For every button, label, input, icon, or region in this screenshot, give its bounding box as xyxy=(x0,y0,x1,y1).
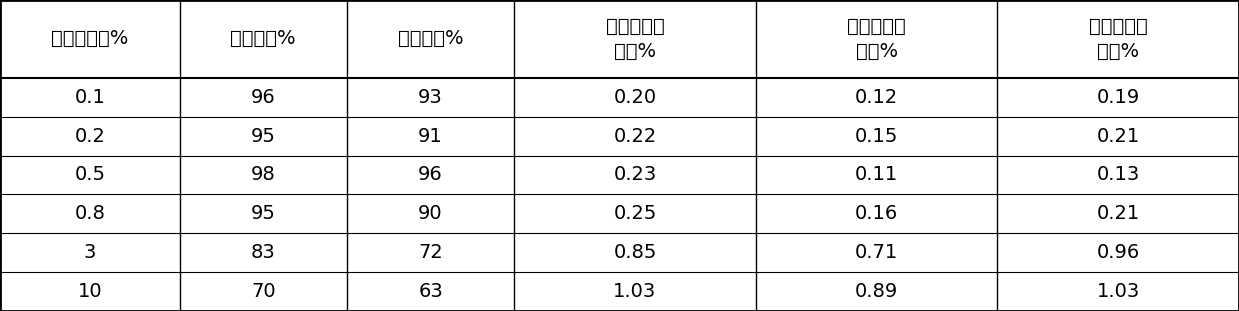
Text: 0.85: 0.85 xyxy=(613,243,657,262)
Text: 1.03: 1.03 xyxy=(1097,282,1140,301)
Text: 0.21: 0.21 xyxy=(1097,204,1140,223)
Text: 0.21: 0.21 xyxy=(1097,127,1140,146)
Text: 0.11: 0.11 xyxy=(855,165,898,184)
Text: 95: 95 xyxy=(250,127,276,146)
Text: 98: 98 xyxy=(252,165,275,184)
Text: 0.12: 0.12 xyxy=(855,88,898,107)
Text: 0.8: 0.8 xyxy=(74,204,105,223)
Text: 10: 10 xyxy=(78,282,102,301)
Text: 0.15: 0.15 xyxy=(855,127,898,146)
Text: 药液浓度，%: 药液浓度，% xyxy=(51,29,129,49)
Text: 0.16: 0.16 xyxy=(855,204,898,223)
Text: 0.25: 0.25 xyxy=(613,204,657,223)
Text: 0.2: 0.2 xyxy=(74,127,105,146)
Text: 83: 83 xyxy=(252,243,275,262)
Text: 95: 95 xyxy=(250,204,276,223)
Text: 生根率，%: 生根率，% xyxy=(230,29,296,49)
Text: 90: 90 xyxy=(419,204,442,223)
Text: 0.20: 0.20 xyxy=(613,88,657,107)
Text: 0.23: 0.23 xyxy=(613,165,657,184)
Text: 大蚜虫发病
率，%: 大蚜虫发病 率，% xyxy=(1089,17,1147,61)
Text: 96: 96 xyxy=(252,88,275,107)
Text: 成活率，%: 成活率，% xyxy=(398,29,463,49)
Text: 0.19: 0.19 xyxy=(1097,88,1140,107)
Text: 3: 3 xyxy=(84,243,95,262)
Text: 0.5: 0.5 xyxy=(74,165,105,184)
Text: 0.1: 0.1 xyxy=(74,88,105,107)
Text: 96: 96 xyxy=(419,165,442,184)
Text: 63: 63 xyxy=(419,282,442,301)
Text: 0.96: 0.96 xyxy=(1097,243,1140,262)
Text: 叶枯病发病
率，%: 叶枯病发病 率，% xyxy=(606,17,664,61)
Text: 0.22: 0.22 xyxy=(613,127,657,146)
Text: 72: 72 xyxy=(419,243,442,262)
Text: 70: 70 xyxy=(252,282,275,301)
Text: 0.89: 0.89 xyxy=(855,282,898,301)
Text: 1.03: 1.03 xyxy=(613,282,657,301)
Text: 93: 93 xyxy=(419,88,442,107)
Text: 叶凋病发病
率，%: 叶凋病发病 率，% xyxy=(847,17,906,61)
Text: 0.71: 0.71 xyxy=(855,243,898,262)
Text: 0.13: 0.13 xyxy=(1097,165,1140,184)
Text: 91: 91 xyxy=(419,127,442,146)
